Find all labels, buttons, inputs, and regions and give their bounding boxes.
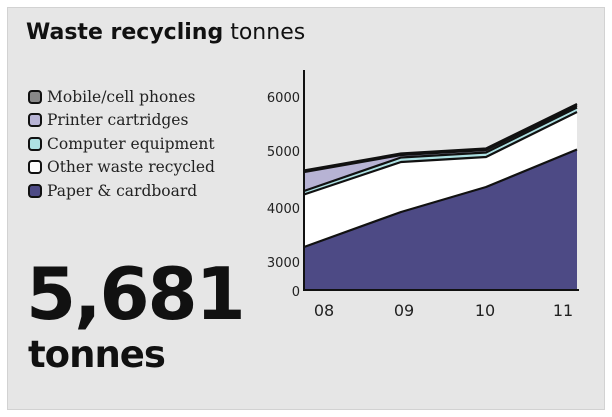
legend-swatch-mobile: [28, 89, 42, 104]
area-paper-cardboard: [304, 149, 577, 290]
x-tick-label: 11: [553, 301, 573, 320]
legend-label-printer: Printer cartridges: [47, 111, 189, 130]
legend-swatch-paper: [28, 183, 42, 198]
x-tick-label: 09: [394, 301, 414, 320]
title-unit: tonnes: [230, 20, 306, 45]
legend-swatch-printer: [28, 113, 42, 128]
chart-axes: [303, 70, 579, 291]
y-tick-label: 5000: [267, 145, 300, 160]
legend-item-other: Other waste recycled: [28, 156, 215, 180]
line-paper-cardboard: [303, 148, 578, 249]
y-tick-label: 4000: [267, 202, 300, 217]
line-printer-cartridges: [303, 104, 578, 174]
total-unit: tonnes: [28, 333, 166, 376]
title-bold: Waste recycling: [26, 20, 224, 45]
total-value: 5,681: [26, 252, 246, 336]
line-other-waste-recycled: [303, 111, 578, 196]
legend-label-other: Other waste recycled: [47, 158, 215, 177]
legend-label-paper: Paper & cardboard: [47, 181, 198, 200]
legend-item-computer: Computer equipment: [28, 132, 215, 156]
legend-swatch-other: [28, 160, 42, 175]
chart-title: Waste recycling tonnes: [26, 20, 305, 45]
x-tick-label: 08: [314, 301, 334, 320]
x-tick-label: 10: [475, 301, 495, 320]
chart-ticks: 0 3000 4000 5000 6000 08 09 10 11: [267, 91, 573, 320]
legend-label-computer: Computer equipment: [47, 134, 215, 153]
legend-swatch-computer: [28, 136, 42, 151]
area-layers: [303, 103, 578, 290]
y-tick-label: 6000: [267, 91, 300, 106]
legend-item-printer: Printer cartridges: [28, 109, 215, 133]
line-computer-equipment: [303, 106, 578, 193]
legend: Mobile/cell phones Printer cartridges Co…: [28, 85, 215, 203]
y-tick-label: 3000: [267, 256, 300, 271]
line-mobile-cell-phones: [303, 103, 578, 172]
legend-item-mobile: Mobile/cell phones: [28, 85, 215, 109]
y-tick-label: 0: [292, 285, 300, 300]
legend-label-mobile: Mobile/cell phones: [47, 87, 196, 106]
legend-item-paper: Paper & cardboard: [28, 179, 215, 203]
